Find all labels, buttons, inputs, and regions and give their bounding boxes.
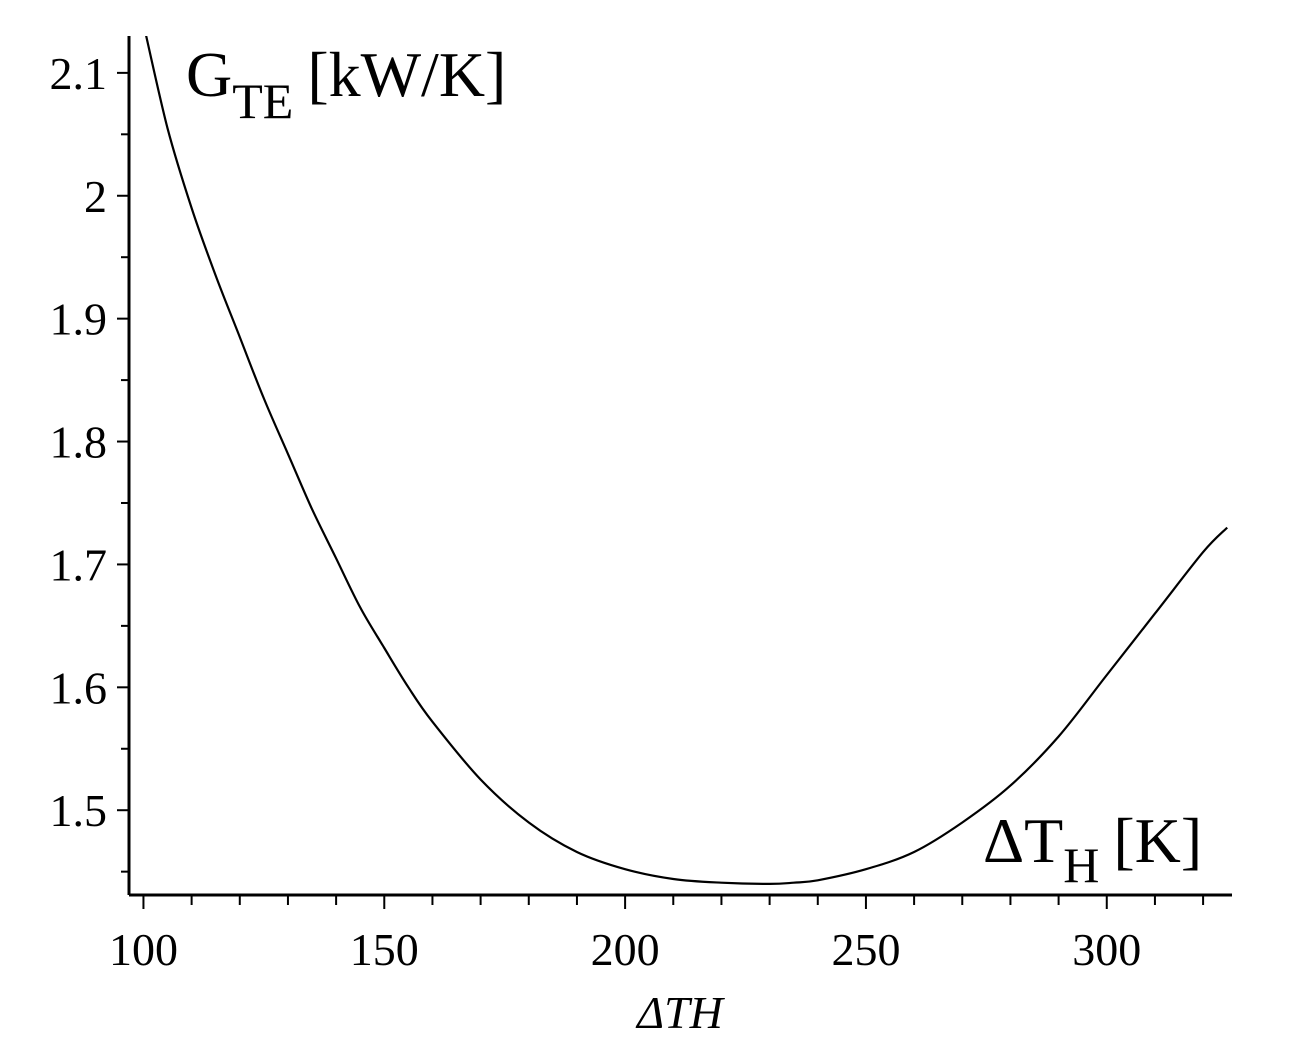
- x-tick-label: 150: [350, 924, 419, 975]
- axes: [127, 36, 1232, 897]
- series-line: [145, 36, 1228, 886]
- x-annotation-main: ΔT: [983, 805, 1063, 876]
- y-tick-label: 1.7: [50, 539, 108, 590]
- y-annotation-sub: TE: [232, 73, 293, 129]
- x-annotation-sub: H: [1063, 837, 1099, 893]
- plot-clip-region: [145, 36, 1228, 886]
- y-tick-label: 2: [84, 171, 107, 222]
- x-tick-label: 200: [591, 924, 660, 975]
- x-annotation: ΔTH [K]: [983, 805, 1202, 893]
- y-tick-label: 1.9: [50, 294, 108, 345]
- x-tick-label: 250: [831, 924, 900, 975]
- y-annotation: GTE [kW/K]: [186, 39, 506, 129]
- x-axis-title: ΔTH: [635, 987, 726, 1038]
- ticks: [117, 71, 1205, 909]
- x-tick-label: 300: [1072, 924, 1141, 975]
- y-tick-label: 2.1: [50, 48, 108, 99]
- y-annotation-unit: [kW/K]: [307, 39, 506, 110]
- y-tick-label: 1.6: [50, 662, 108, 713]
- x-tick-label: 100: [109, 924, 178, 975]
- tick-labels: 100 150 200 250 300 1.5 1.6 1.7 1.8 1.9 2 2.1: [50, 48, 1142, 975]
- y-annotation-main: G: [186, 39, 232, 110]
- y-tick-label: 1.5: [50, 785, 108, 836]
- y-tick-label: 1.8: [50, 417, 108, 468]
- x-annotation-unit: [K]: [1113, 805, 1202, 876]
